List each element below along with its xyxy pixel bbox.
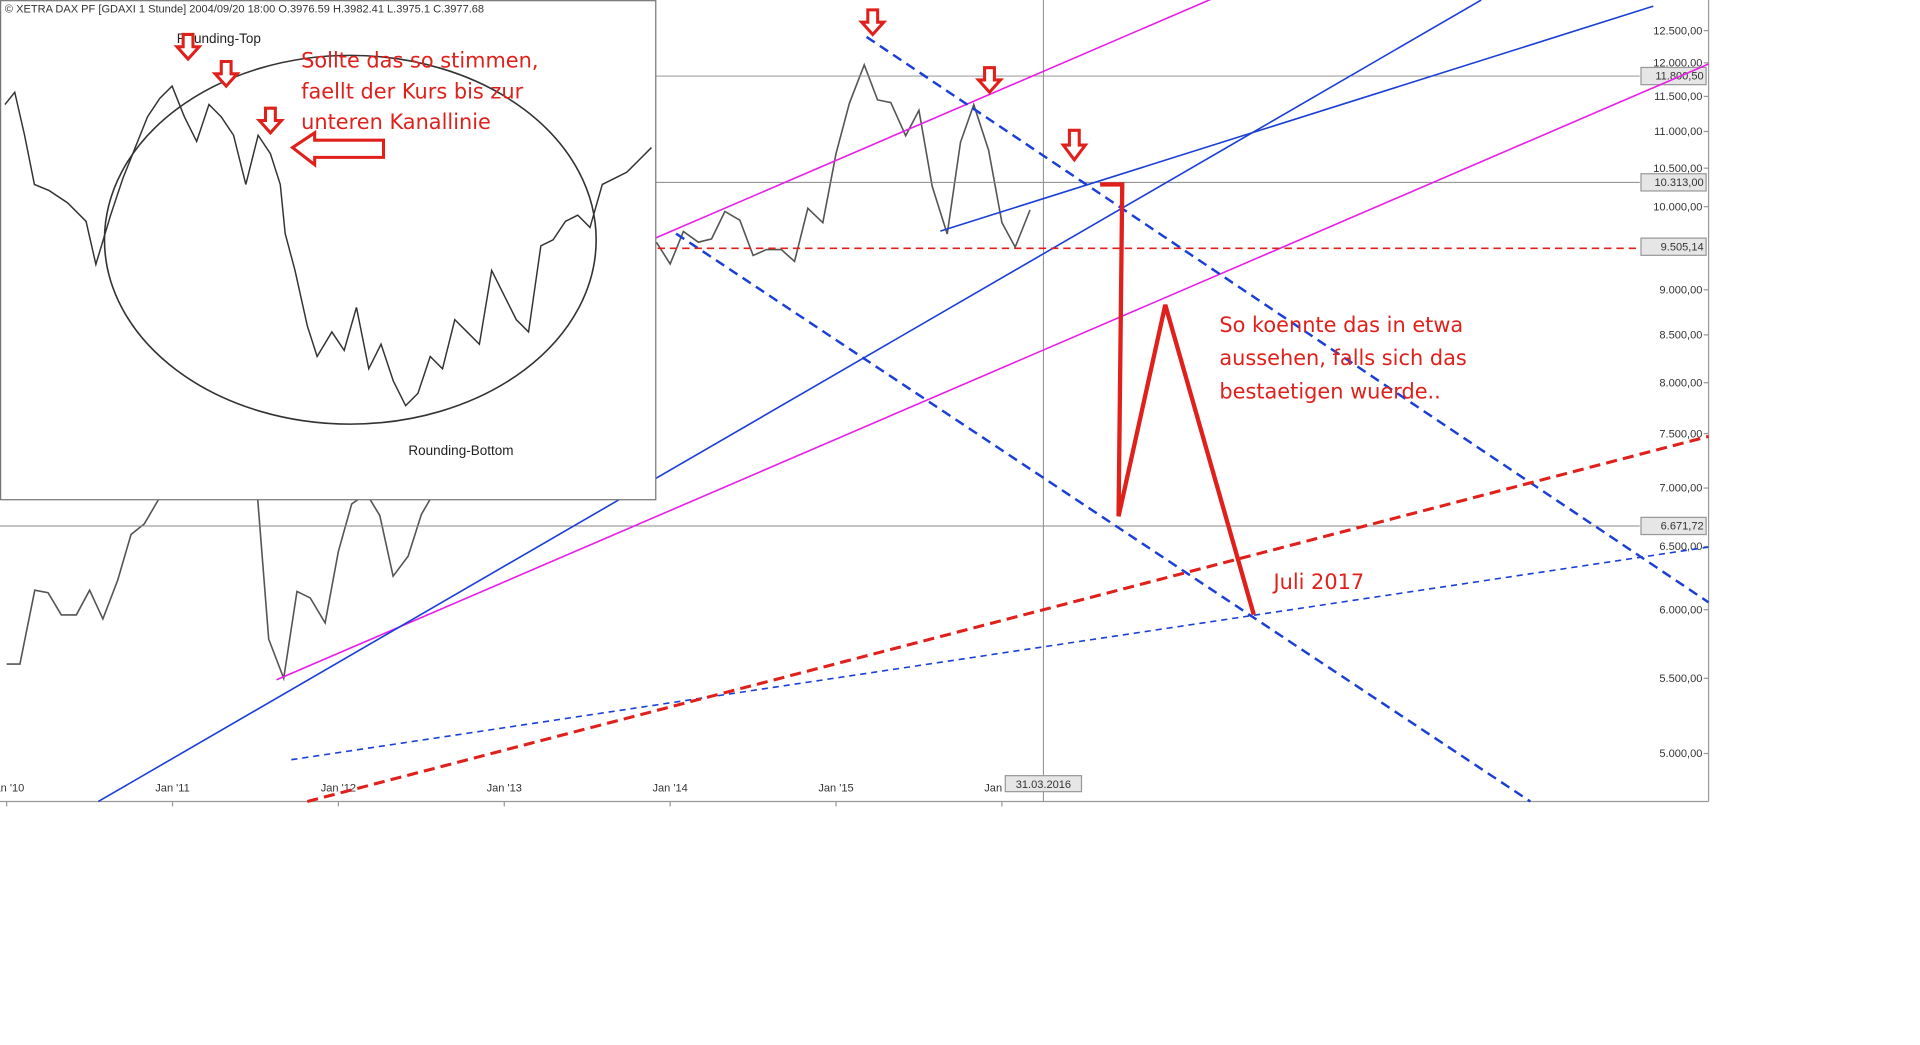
inset-header: © XETRA DAX PF [GDAXI 1 Stunde] 2004/09/… <box>5 3 484 15</box>
y-tick-label: 8.500,00 <box>1659 330 1702 342</box>
price-label: 10.313,00 <box>1655 177 1704 189</box>
y-tick-label: 12.500,00 <box>1653 25 1702 37</box>
y-tick-label: 8.000,00 <box>1659 377 1702 389</box>
annotation: unteren Kanallinie <box>301 110 491 134</box>
trend-line <box>940 5 1654 232</box>
annotation: So koennte das in etwa <box>1219 313 1463 337</box>
crosshair-label: 31.03.2016 <box>1016 779 1071 791</box>
arrows <box>173 32 386 168</box>
x-tick-label: Jan '11 <box>155 783 189 795</box>
forecast-path <box>1100 182 1256 616</box>
y-tick-label: 11.500,00 <box>1654 91 1702 103</box>
trend-line <box>675 232 1532 803</box>
inset-price <box>4 84 652 407</box>
annotation: bestaetigen wuerde.. <box>1219 379 1440 403</box>
trend-line <box>865 35 1710 604</box>
x-tick-label: Jan '10 <box>0 783 24 795</box>
price-box <box>1640 237 1707 256</box>
inset-label: Rounding-Top <box>177 31 261 46</box>
y-tick-label: 12.000,00 <box>1653 58 1702 70</box>
trend-line <box>306 434 1709 803</box>
y-tick-label: 7.000,00 <box>1659 483 1702 495</box>
inset-frame <box>0 0 657 501</box>
annotation: aussehen, falls sich das <box>1219 346 1466 370</box>
y-tick-label: 6.000,00 <box>1659 604 1702 616</box>
y-tick-label: 9.000,00 <box>1659 284 1702 296</box>
annotations: Sollte das so stimmen, faellt der Kurs b… <box>301 49 1467 594</box>
inset-label: Rounding-Bottom <box>408 443 513 458</box>
price-box <box>1640 173 1707 192</box>
arrow <box>974 66 1005 95</box>
y-tick-label: 10.500,00 <box>1653 163 1702 175</box>
y-tick-label: 7.500,00 <box>1659 428 1702 440</box>
y-tick-label: 10.000,00 <box>1653 201 1702 213</box>
y-tick-label: 5.500,00 <box>1659 673 1702 685</box>
arrow <box>255 106 285 136</box>
price-box <box>1640 516 1707 536</box>
y-tick-label: 6.500,00 <box>1659 541 1702 553</box>
inset-ellipse <box>103 54 597 425</box>
x-tick-label: Jan '14 <box>653 783 688 795</box>
y-tick-label: 11.000,00 <box>1654 126 1702 138</box>
y-tick-label: 5.000,00 <box>1659 748 1702 760</box>
arrow <box>1060 128 1089 163</box>
annotation: Sollte das so stimmen, <box>301 49 538 73</box>
arrow <box>289 129 386 168</box>
channel-line <box>651 0 1212 241</box>
arrow <box>858 8 888 37</box>
channel-line <box>276 63 1709 681</box>
arrow <box>173 32 203 62</box>
annotation: faellt der Kurs bis zur <box>301 79 523 103</box>
arrow <box>211 59 241 89</box>
crosshair-box <box>1004 775 1083 793</box>
x-tick-label: Jan '13 <box>487 783 522 795</box>
price-label: 6.671,72 <box>1661 521 1704 533</box>
trend-lines <box>97 0 1710 803</box>
annotation: Juli 2017 <box>1271 570 1364 594</box>
price-label: 9.505,14 <box>1661 241 1704 253</box>
x-tick-label: Jan '15 <box>818 783 853 795</box>
inset-image: © XETRA DAX PF [GDAXI 1 Stunde] 2004/09/… <box>0 0 657 501</box>
arrows <box>858 8 1089 163</box>
